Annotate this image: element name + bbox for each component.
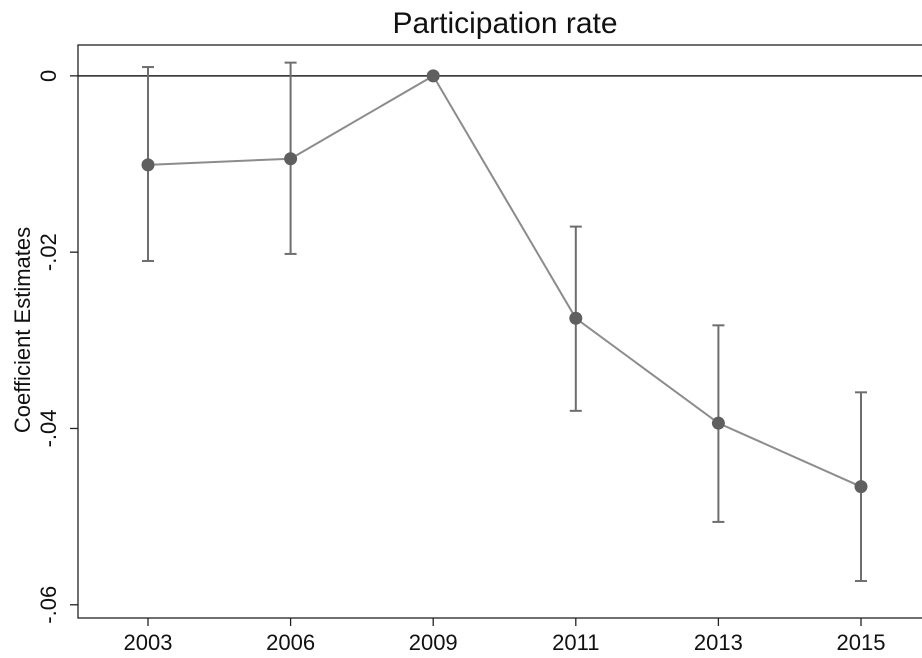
data-point [854,480,868,494]
point-markers [141,69,868,494]
y-tick-label: 0 [36,70,61,82]
confidence-interval-bars [142,61,867,582]
plot-frame [77,44,922,619]
x-tick-label: 2009 [409,630,458,655]
chart-title: Participation rate [392,7,617,40]
y-tick-label: -.04 [36,410,61,448]
data-point [141,158,155,172]
x-tick-label: 2006 [266,630,315,655]
y-tick-label: -.06 [36,586,61,624]
data-point [284,152,298,166]
x-tick-label: 2013 [694,630,743,655]
data-point [426,69,440,83]
y-tick-label: -.02 [36,233,61,271]
x-axis-ticks: 2003 2006 2009 2011 2013 2015 [124,618,886,655]
y-axis-ticks: 0 -.02 -.04 -.06 [36,70,78,624]
series-line [147,74,862,488]
data-point [711,416,725,430]
x-tick-label: 2003 [124,630,173,655]
data-point [569,311,583,325]
x-tick-label: 2011 [552,630,599,655]
x-tick-label: 2015 [837,630,886,655]
y-axis-label: Coefficient Estimates [10,227,35,433]
